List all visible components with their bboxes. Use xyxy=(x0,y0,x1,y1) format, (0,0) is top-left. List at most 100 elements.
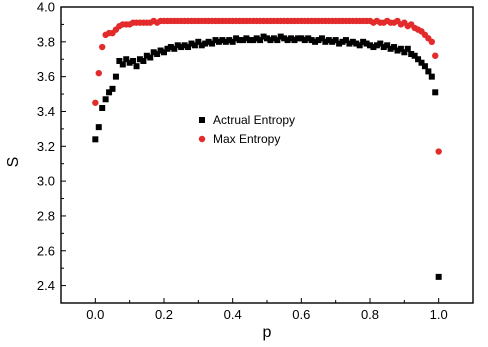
data-point-actual xyxy=(250,37,257,44)
x-tick-label: 0.0 xyxy=(86,307,104,322)
data-point-actual xyxy=(154,51,161,58)
data-point-actual xyxy=(281,35,288,42)
legend-label-actual-entropy: Actrual Entropy xyxy=(213,113,295,127)
data-point-actual xyxy=(233,35,240,42)
legend-marker-actual-entropy xyxy=(199,117,205,123)
data-point-actual xyxy=(391,44,398,51)
data-point-actual xyxy=(102,96,109,103)
data-point-actual xyxy=(377,40,384,47)
data-point-actual xyxy=(288,35,295,42)
data-point-actual xyxy=(339,38,346,45)
y-tick-label: 2.6 xyxy=(37,243,55,258)
data-point-actual xyxy=(294,35,301,42)
data-point-actual xyxy=(171,45,178,52)
data-point-actual xyxy=(157,47,164,54)
data-point-actual xyxy=(394,47,401,54)
legend-label-max-entropy: Max Entropy xyxy=(213,132,280,146)
data-point-actual xyxy=(322,38,329,45)
data-point-actual xyxy=(229,38,236,45)
legend: Actrual Entropy Max Entropy xyxy=(198,113,295,146)
y-tick-label: 3.6 xyxy=(37,69,55,84)
data-point-actual xyxy=(267,37,274,44)
data-point-actual xyxy=(92,136,99,143)
data-point-actual xyxy=(239,37,246,44)
data-point-max xyxy=(428,38,435,46)
x-tick-label: 0.8 xyxy=(361,307,379,322)
data-point-actual xyxy=(116,57,123,64)
data-point-actual xyxy=(123,56,130,63)
data-point-actual xyxy=(253,35,260,42)
data-point-actual xyxy=(143,52,150,59)
data-point-actual xyxy=(106,89,113,96)
data-point-actual xyxy=(202,40,209,47)
data-point-actual xyxy=(318,35,325,42)
y-tick-label: 3.2 xyxy=(37,139,55,154)
data-point-actual xyxy=(421,63,428,70)
data-point-actual xyxy=(387,45,394,52)
data-point-actual xyxy=(356,42,363,49)
data-point-actual xyxy=(298,35,305,42)
data-point-actual xyxy=(408,51,415,58)
y-axis-ticks xyxy=(61,6,66,287)
series-max-entropy xyxy=(92,17,442,155)
data-point-actual xyxy=(147,54,154,61)
y-tick-label: 3.8 xyxy=(37,34,55,49)
data-point-actual xyxy=(99,104,106,111)
x-tick-label: 0.4 xyxy=(224,307,242,322)
x-axis-title: p xyxy=(263,324,272,341)
data-point-actual xyxy=(212,37,219,44)
data-point-actual xyxy=(353,40,360,47)
series-actual-entropy xyxy=(92,33,442,280)
data-point-max xyxy=(99,43,106,51)
data-point-actual xyxy=(370,44,377,51)
data-point-actual xyxy=(291,37,298,44)
data-point-max xyxy=(92,99,99,106)
data-point-actual xyxy=(301,37,308,44)
data-point-actual xyxy=(346,40,353,47)
y-tick-label: 3.0 xyxy=(37,174,55,189)
legend-marker-max-entropy xyxy=(198,135,206,143)
data-point-actual xyxy=(277,33,284,40)
data-point-actual xyxy=(188,40,195,47)
data-point-actual xyxy=(336,40,343,47)
data-point-actual xyxy=(312,38,319,45)
y-tick-label: 4.0 xyxy=(37,0,55,15)
data-point-actual xyxy=(270,35,277,42)
y-tick-label: 2.8 xyxy=(37,208,55,223)
data-point-actual xyxy=(219,37,226,44)
data-point-actual xyxy=(401,49,408,56)
data-point-actual xyxy=(215,38,222,45)
data-point-actual xyxy=(130,57,137,64)
data-point-actual xyxy=(349,38,356,45)
data-point-actual xyxy=(140,57,147,64)
data-point-actual xyxy=(425,68,432,75)
data-point-actual xyxy=(112,73,119,80)
data-point-actual xyxy=(209,40,216,47)
y-tick-label: 2.4 xyxy=(37,278,55,293)
data-point-actual xyxy=(246,37,253,44)
data-point-actual xyxy=(222,38,229,45)
data-point-actual xyxy=(205,38,212,45)
data-point-actual xyxy=(308,37,315,44)
x-axis-ticks xyxy=(60,298,474,303)
data-point-actual xyxy=(367,42,373,49)
data-point-actual xyxy=(435,273,442,280)
data-point-actual xyxy=(257,37,264,44)
data-point-actual xyxy=(284,37,291,44)
data-point-actual xyxy=(325,37,332,44)
data-point-actual xyxy=(411,52,418,59)
data-point-actual xyxy=(178,44,185,51)
data-point-actual xyxy=(418,59,425,66)
data-point-actual xyxy=(95,124,102,131)
x-tick-label: 0.2 xyxy=(155,307,173,322)
data-point-actual xyxy=(428,73,435,80)
data-point-actual xyxy=(415,56,422,63)
y-axis-tick-labels: 2.4 2.6 2.8 3.0 3.2 3.4 3.6 3.8 4.0 xyxy=(37,0,55,293)
data-point-actual xyxy=(373,42,380,49)
data-point-actual xyxy=(191,42,198,49)
data-point-actual xyxy=(260,33,267,40)
data-point-actual xyxy=(315,37,322,44)
data-point-actual xyxy=(119,61,126,68)
data-point-actual xyxy=(126,59,133,66)
